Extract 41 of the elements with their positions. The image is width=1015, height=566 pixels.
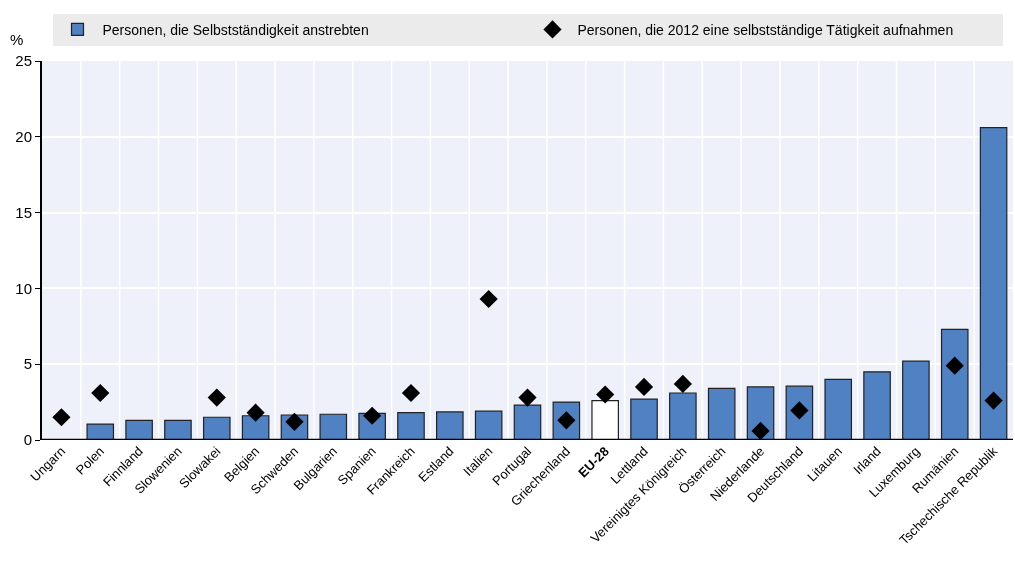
bar (902, 360, 930, 440)
legend-label: Personen, die 2012 eine selbstständige Tätigkeit aufnahmen (577, 21, 954, 38)
point (751, 421, 770, 440)
point (246, 403, 265, 422)
bar (824, 378, 853, 440)
bar (202, 416, 231, 440)
bar (86, 423, 115, 440)
y-tick-label: 10 (15, 279, 32, 297)
point (52, 408, 71, 427)
bar (319, 413, 348, 440)
point (984, 391, 1003, 410)
legend-label: Personen, die Selbstständigkeit anstrebten (102, 21, 369, 38)
bar (513, 404, 542, 440)
bar (863, 371, 891, 440)
bar (125, 419, 153, 440)
y-tick-label: 0 (23, 431, 32, 449)
bar (630, 398, 658, 440)
bar (164, 419, 192, 440)
point (363, 406, 382, 425)
y-tick-label: 25 (15, 52, 32, 70)
y-tick-label: 5 (23, 355, 32, 373)
point (945, 356, 964, 375)
bar (591, 399, 619, 440)
point (673, 374, 692, 394)
point (207, 388, 226, 407)
bar (397, 412, 425, 440)
point (518, 388, 537, 407)
y-axis-title: % (10, 31, 24, 48)
point (634, 377, 654, 397)
point (479, 289, 498, 309)
point (401, 383, 421, 403)
bar (979, 127, 1008, 440)
point (91, 383, 110, 403)
y-tick-label: 20 (15, 128, 32, 146)
y-tick-label: 15 (15, 203, 32, 221)
bar (940, 328, 969, 440)
bar (474, 410, 503, 440)
bar (436, 411, 464, 440)
bar (669, 392, 697, 440)
point (596, 385, 615, 404)
bar (707, 387, 736, 440)
